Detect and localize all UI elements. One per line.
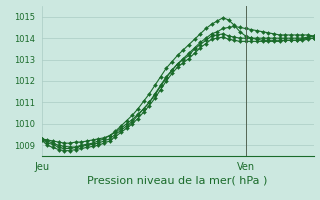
X-axis label: Pression niveau de la mer( hPa ): Pression niveau de la mer( hPa )	[87, 175, 268, 185]
